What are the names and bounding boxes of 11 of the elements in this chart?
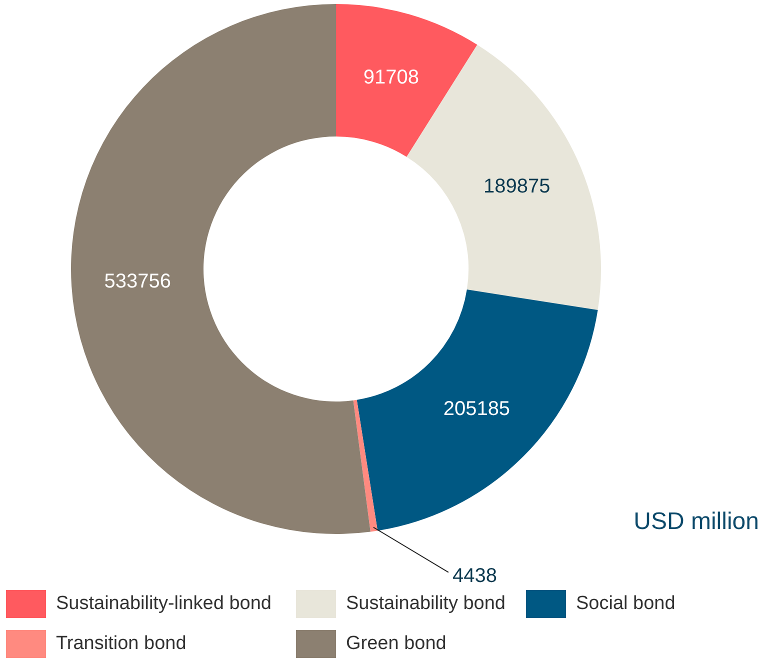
data-label: 91708 (363, 66, 419, 89)
data-label: 205185 (443, 398, 510, 420)
legend-label: Green bond (346, 633, 446, 655)
text: USD million (634, 508, 759, 536)
data-label: 4438 (452, 564, 497, 587)
legend-label: Social bond (576, 593, 676, 615)
legend-label: Sustainability bond (346, 593, 506, 615)
data-label: 533756 (104, 270, 172, 292)
legend-label: Transition bond (56, 633, 186, 655)
data-label: 189875 (484, 175, 550, 198)
legend-label: Sustainability-linked bond (56, 593, 272, 615)
